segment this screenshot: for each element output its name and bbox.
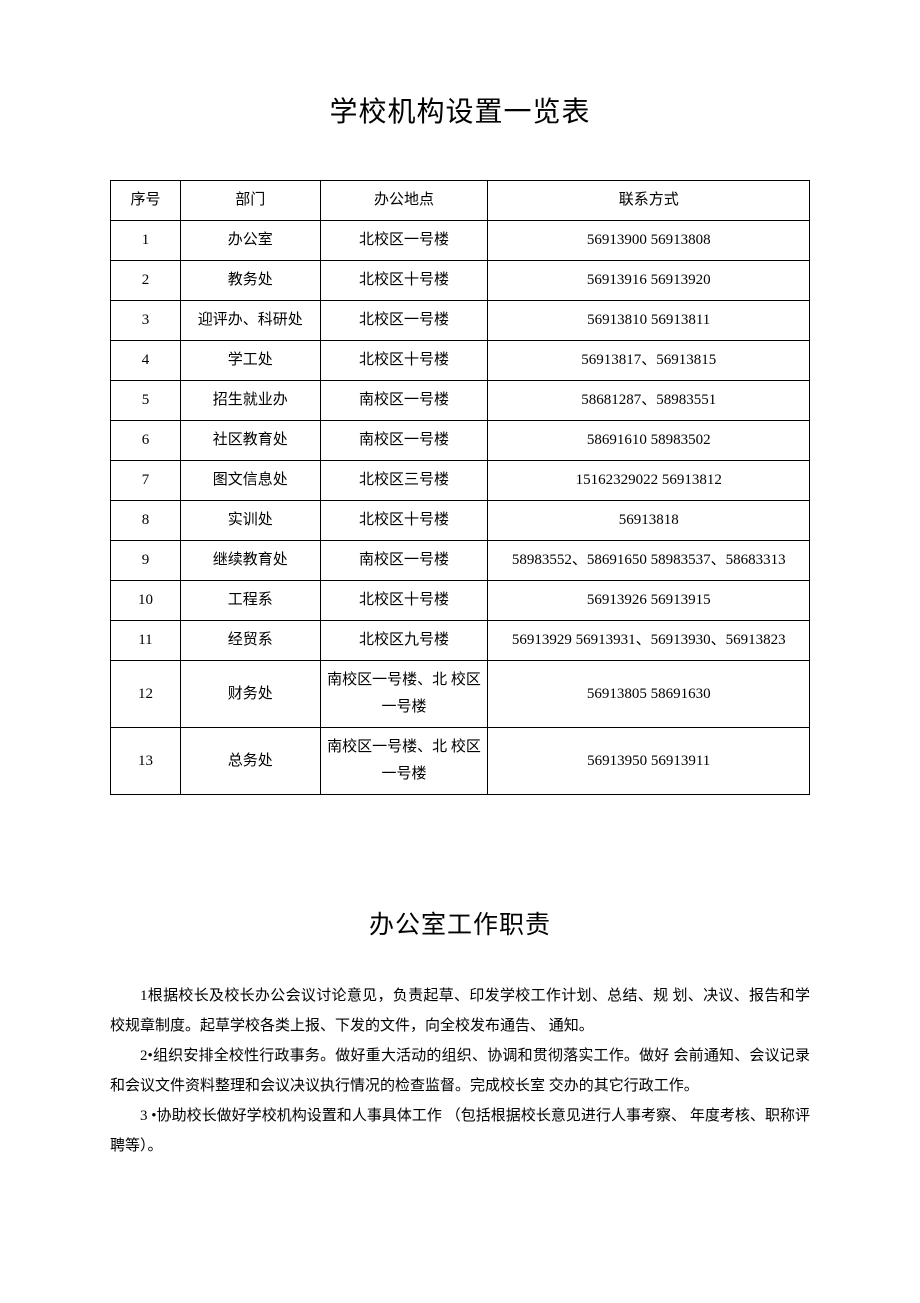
cell-dept: 财务处	[180, 661, 320, 728]
cell-loc: 北校区十号楼	[320, 501, 488, 541]
cell-dept: 实训处	[180, 501, 320, 541]
cell-dept: 经贸系	[180, 621, 320, 661]
table-row: 2教务处北校区十号楼56913916 56913920	[111, 261, 810, 301]
cell-dept: 招生就业办	[180, 381, 320, 421]
cell-contact: 56913926 56913915	[488, 581, 810, 621]
cell-idx: 4	[111, 341, 181, 381]
table-row: 5招生就业办南校区一号楼58681287、58983551	[111, 381, 810, 421]
cell-idx: 8	[111, 501, 181, 541]
table-body: 1办公室北校区一号楼56913900 569138082教务处北校区十号楼569…	[111, 221, 810, 795]
table-row: 7图文信息处北校区三号楼15162329022 56913812	[111, 461, 810, 501]
cell-idx: 6	[111, 421, 181, 461]
cell-idx: 7	[111, 461, 181, 501]
department-table: 序号 部门 办公地点 联系方式 1办公室北校区一号楼56913900 56913…	[110, 180, 810, 795]
cell-dept: 迎评办、科研处	[180, 301, 320, 341]
cell-loc: 北校区十号楼	[320, 581, 488, 621]
paragraph: 1根据校长及校长办公会议讨论意见，负责起草、印发学校工作计划、总结、规 划、决议…	[110, 981, 810, 1041]
cell-dept: 学工处	[180, 341, 320, 381]
table-row: 11经贸系北校区九号楼56913929 56913931、56913930、56…	[111, 621, 810, 661]
cell-loc: 北校区十号楼	[320, 341, 488, 381]
cell-dept: 教务处	[180, 261, 320, 301]
cell-dept: 图文信息处	[180, 461, 320, 501]
cell-contact: 56913810 56913811	[488, 301, 810, 341]
cell-contact: 15162329022 56913812	[488, 461, 810, 501]
table-row: 4学工处北校区十号楼56913817、56913815	[111, 341, 810, 381]
cell-idx: 12	[111, 661, 181, 728]
table-row: 13总务处南校区一号楼、北 校区一号楼56913950 56913911	[111, 728, 810, 795]
cell-contact: 58691610 58983502	[488, 421, 810, 461]
cell-contact: 56913916 56913920	[488, 261, 810, 301]
cell-loc: 南校区一号楼	[320, 421, 488, 461]
cell-loc: 北校区十号楼	[320, 261, 488, 301]
sub-title: 办公室工作职责	[110, 905, 810, 941]
table-row: 1办公室北校区一号楼56913900 56913808	[111, 221, 810, 261]
table-row: 12财务处南校区一号楼、北 校区一号楼56913805 58691630	[111, 661, 810, 728]
cell-dept: 办公室	[180, 221, 320, 261]
header-dept: 部门	[180, 181, 320, 221]
cell-idx: 5	[111, 381, 181, 421]
cell-loc: 北校区一号楼	[320, 221, 488, 261]
paragraph: 3 •协助校长做好学校机构设置和人事具体工作 （包括根据校长意见进行人事考察、 …	[110, 1101, 810, 1161]
cell-dept: 继续教育处	[180, 541, 320, 581]
header-index: 序号	[111, 181, 181, 221]
document-page: 学校机构设置一览表 序号 部门 办公地点 联系方式 1办公室北校区一号楼5691…	[0, 0, 920, 1241]
cell-idx: 3	[111, 301, 181, 341]
header-contact: 联系方式	[488, 181, 810, 221]
table-header-row: 序号 部门 办公地点 联系方式	[111, 181, 810, 221]
cell-loc: 北校区三号楼	[320, 461, 488, 501]
cell-loc: 南校区一号楼	[320, 541, 488, 581]
cell-idx: 2	[111, 261, 181, 301]
cell-contact: 56913818	[488, 501, 810, 541]
cell-idx: 9	[111, 541, 181, 581]
cell-contact: 58983552、58691650 58983537、58683313	[488, 541, 810, 581]
cell-contact: 56913929 56913931、56913930、56913823	[488, 621, 810, 661]
cell-idx: 11	[111, 621, 181, 661]
table-row: 10工程系北校区十号楼56913926 56913915	[111, 581, 810, 621]
cell-contact: 56913805 58691630	[488, 661, 810, 728]
table-row: 3迎评办、科研处北校区一号楼56913810 56913811	[111, 301, 810, 341]
table-row: 8实训处北校区十号楼56913818	[111, 501, 810, 541]
cell-loc: 南校区一号楼	[320, 381, 488, 421]
cell-loc: 北校区一号楼	[320, 301, 488, 341]
table-row: 6社区教育处南校区一号楼58691610 58983502	[111, 421, 810, 461]
cell-contact: 56913817、56913815	[488, 341, 810, 381]
cell-loc: 南校区一号楼、北 校区一号楼	[320, 661, 488, 728]
cell-contact: 58681287、58983551	[488, 381, 810, 421]
header-location: 办公地点	[320, 181, 488, 221]
cell-dept: 工程系	[180, 581, 320, 621]
main-title: 学校机构设置一览表	[110, 90, 810, 130]
cell-idx: 13	[111, 728, 181, 795]
body-text: 1根据校长及校长办公会议讨论意见，负责起草、印发学校工作计划、总结、规 划、决议…	[110, 981, 810, 1161]
cell-idx: 1	[111, 221, 181, 261]
cell-loc: 南校区一号楼、北 校区一号楼	[320, 728, 488, 795]
cell-dept: 总务处	[180, 728, 320, 795]
cell-contact: 56913900 56913808	[488, 221, 810, 261]
paragraph: 2•组织安排全校性行政事务。做好重大活动的组织、协调和贯彻落实工作。做好 会前通…	[110, 1041, 810, 1101]
table-row: 9继续教育处南校区一号楼58983552、58691650 58983537、5…	[111, 541, 810, 581]
cell-contact: 56913950 56913911	[488, 728, 810, 795]
cell-dept: 社区教育处	[180, 421, 320, 461]
cell-idx: 10	[111, 581, 181, 621]
cell-loc: 北校区九号楼	[320, 621, 488, 661]
